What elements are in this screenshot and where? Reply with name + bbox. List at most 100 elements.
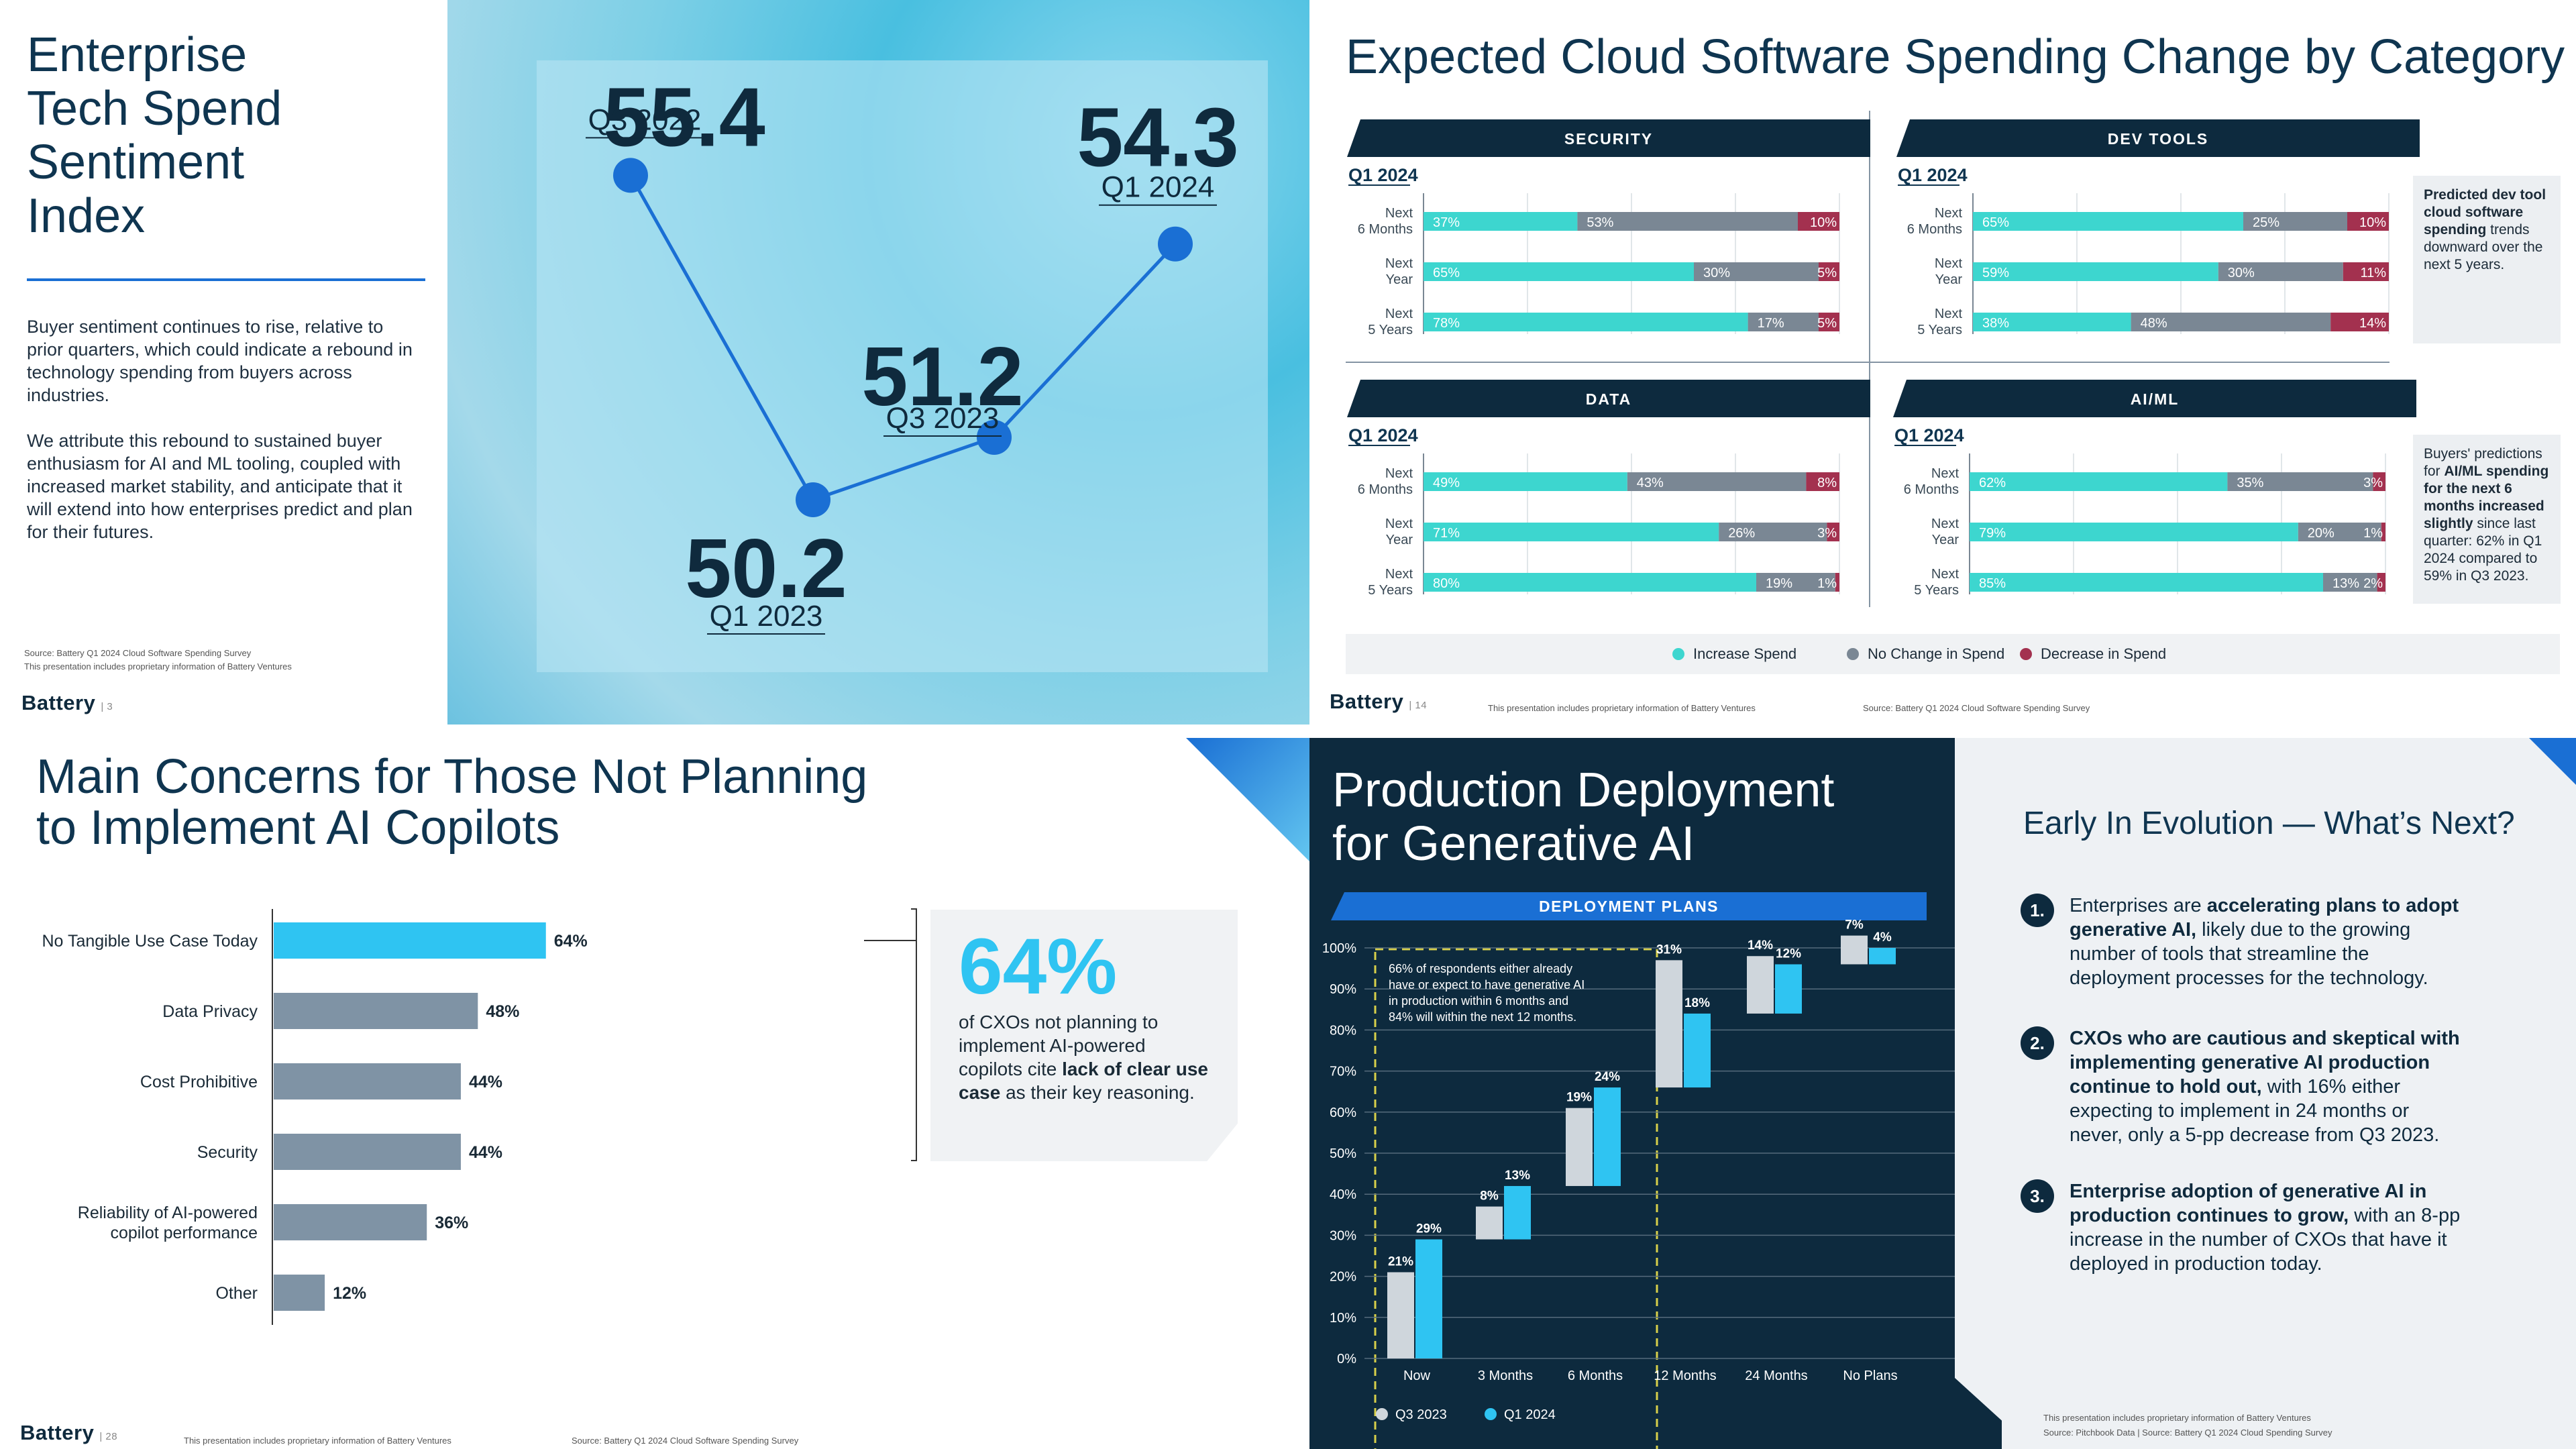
annotation-text: 66% of respondents either already (1389, 962, 1572, 975)
legend-marker (2020, 648, 2032, 660)
bar-segment (1627, 472, 1807, 491)
step-line: never, only a 5-pp decrease from Q3 2023… (2070, 1123, 2460, 1147)
row-label: Year (1386, 272, 1413, 287)
step-text-regular: with 16% either (2261, 1076, 2401, 1097)
segment-label: 25% (2253, 215, 2279, 230)
segment-label: 85% (1979, 576, 2006, 591)
row-label: Next (1935, 256, 1963, 271)
step-text-regular: with an 8-pp (2349, 1205, 2461, 1226)
legend-marker (1847, 648, 1859, 660)
callout-bracket (864, 908, 917, 1161)
step-line: expecting to implement in 24 months or (2070, 1099, 2460, 1123)
bar-segment (2373, 472, 2385, 491)
battery-logo: Battery | 28 (20, 1421, 118, 1444)
bar-segment (1798, 212, 1839, 231)
slide1-title: Enterprise Tech Spend Sentiment Index (27, 28, 282, 243)
category-title: AI/ML (2131, 390, 2180, 408)
y-tick-label: 60% (1330, 1106, 1356, 1120)
bar-segment (2243, 212, 2347, 231)
row-label: 6 Months (1904, 482, 1959, 497)
bar-q1-2024 (1594, 1087, 1621, 1186)
bar-value-label: 18% (1684, 996, 1710, 1010)
row-label: 5 Years (1368, 323, 1413, 337)
row-label: 5 Years (1368, 583, 1413, 598)
slide2-title: Expected Cloud Software Spending Change … (1346, 30, 2565, 84)
bar-segment (2218, 262, 2343, 281)
bar-value-label: 24% (1595, 1070, 1620, 1084)
right-panel-title: Early In Evolution — What’s Next? (2023, 806, 2515, 841)
page-number: | 14 (1409, 700, 1428, 711)
bar-value-label: 29% (1416, 1222, 1442, 1236)
segment-label: 17% (1758, 316, 1784, 331)
bar-segment (1719, 523, 1827, 541)
bar-segment (1424, 523, 1719, 541)
category-header (1347, 119, 1870, 157)
segment-label: 65% (1982, 215, 2009, 230)
bar-value-label: 44% (469, 1143, 502, 1162)
battery-logo: Battery | 3 (21, 691, 113, 714)
step-line: Enterprises are accelerating plans to ad… (2070, 894, 2459, 918)
bar-value-label: 19% (1566, 1091, 1592, 1105)
value-label: 51.2 (861, 331, 1023, 423)
bar-segment (1756, 573, 1835, 592)
y-tick-label: 0% (1337, 1352, 1356, 1366)
step-line: increase in the number of CXOs that have… (2070, 1228, 2460, 1252)
category-header (1896, 119, 2420, 157)
row-label: 6 Months (1358, 222, 1413, 237)
page-number: | 3 (101, 701, 113, 712)
bar-segment (1424, 313, 1748, 331)
bar-segment (1694, 262, 1819, 281)
slide1-paragraph-2: We attribute this rebound to sustained b… (27, 431, 413, 542)
period-label: Q1 2024 (1898, 165, 1968, 185)
segment-label: 30% (1703, 266, 1730, 280)
bar-segment (2377, 573, 2385, 592)
concern-bar (274, 1063, 461, 1099)
category-label: Security (197, 1143, 258, 1162)
legend-marker (1672, 648, 1684, 660)
battery-logo: Battery | 14 (1330, 690, 1428, 713)
segment-label: 30% (2228, 266, 2255, 280)
segment-label: 49% (1433, 476, 1460, 490)
y-tick-label: 30% (1330, 1228, 1356, 1243)
concern-bar (274, 1275, 325, 1311)
legend-marker (1485, 1408, 1497, 1420)
row-label: Next (1385, 206, 1413, 221)
bar-q3-2023 (1747, 956, 1774, 1014)
segment-label: 1% (2363, 526, 2383, 541)
step-text-bold: continue to hold out, (2070, 1076, 2262, 1097)
slide4-proprietary: This presentation includes proprietary i… (2043, 1413, 2311, 1423)
bar-value-label: 64% (554, 932, 588, 951)
segment-label: 48% (2141, 316, 2167, 331)
bar-segment (1973, 212, 2243, 231)
segment-label: 2% (2363, 576, 2383, 591)
row-label: Year (1386, 533, 1413, 547)
row-label: Next (1931, 567, 1960, 582)
row-label: Next (1385, 517, 1413, 531)
bar-segment (1748, 313, 1819, 331)
period-label: Q1 2024 (1348, 165, 1418, 185)
x-tick-label: Now (1403, 1368, 1431, 1383)
step-line: continue to hold out, with 16% either (2070, 1075, 2460, 1099)
slide1-paragraph-1: Buyer sentiment continues to rise, relat… (27, 317, 413, 405)
segment-label: 62% (1979, 476, 2006, 490)
bar-segment (1819, 313, 1839, 331)
sentiment-chart: 55.4Q3 2022 50.2Q1 2023 51.2Q3 2023 54.3Q1 … (537, 60, 1268, 672)
bar-q3-2023 (1566, 1108, 1593, 1186)
segment-label: 65% (1433, 266, 1460, 280)
bar-segment (1973, 313, 2131, 331)
bar-segment (1835, 573, 1839, 592)
row-label: Next (1385, 256, 1413, 271)
segment-label: 43% (1637, 476, 1664, 490)
slide-copilot-concerns: Main Concerns for Those Not Planning to … (0, 738, 1309, 1449)
x-tick-label: 24 Months (1745, 1368, 1807, 1383)
legend-strip (1346, 634, 2560, 674)
callout-text: of CXOs not planning to implement AI-pow… (959, 1012, 1208, 1103)
legend-label: Q1 2024 (1504, 1407, 1556, 1422)
bar-segment (2131, 313, 2331, 331)
row-label: 5 Years (1914, 583, 1959, 598)
row-label: 6 Months (1358, 482, 1413, 497)
bar-value-label: 8% (1480, 1189, 1499, 1203)
step-text-bold: accelerating plans to adopt (2206, 895, 2459, 916)
bar-segment (2227, 472, 2373, 491)
bar-q3-2023 (1656, 960, 1682, 1088)
